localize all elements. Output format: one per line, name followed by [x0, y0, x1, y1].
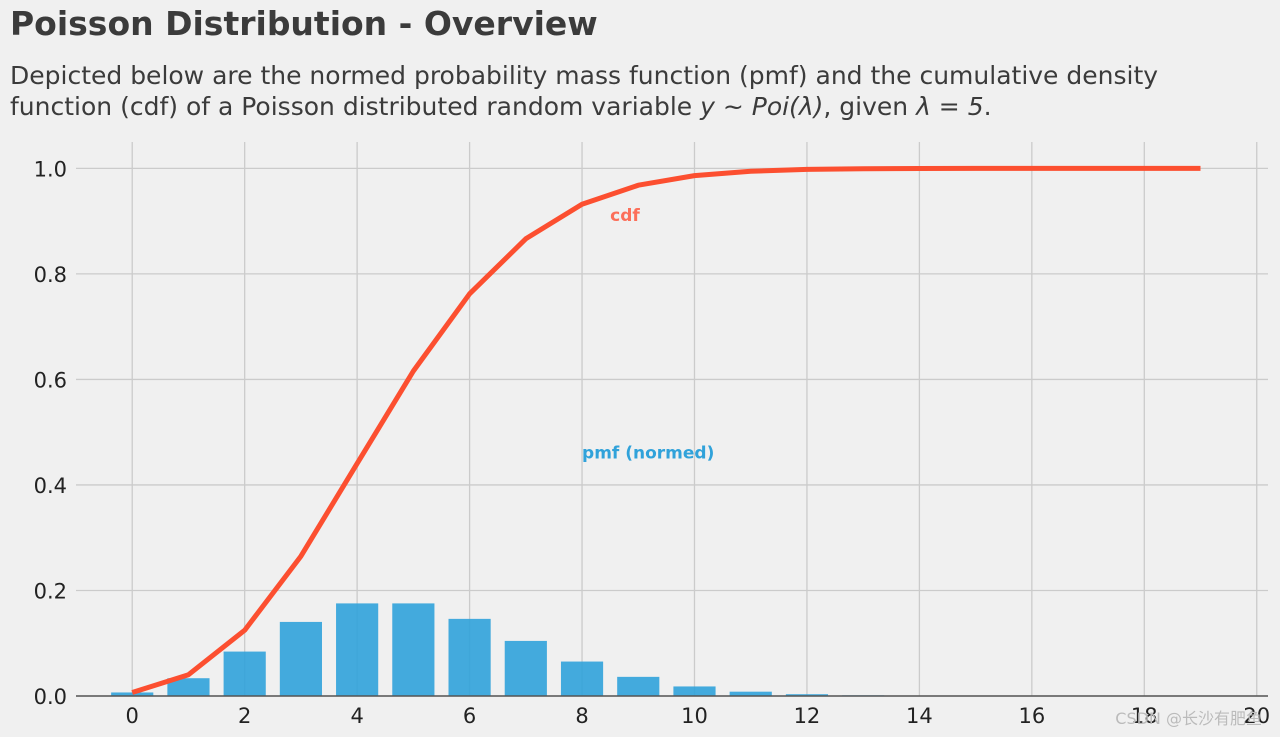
cdf-line-group	[131, 165, 1201, 695]
y-tick-label-1: 0.2	[34, 579, 67, 603]
watermark: CSDN @长沙有肥鱼	[1115, 709, 1262, 728]
y-tick-label-4: 0.8	[34, 263, 67, 287]
subtitle: Depicted below are the normed probabilit…	[10, 60, 1260, 122]
cdf-annotation: cdf	[610, 206, 640, 226]
x-tick-label-8: 16	[1018, 704, 1045, 728]
pmf-bar-11	[729, 691, 772, 696]
pmf-bar-9	[617, 676, 660, 696]
y-tick-label-3: 0.6	[34, 368, 67, 392]
pmf-annotation: pmf (normed)	[582, 444, 714, 464]
y-tick-label-2: 0.4	[34, 474, 67, 498]
subtitle-line-2-mid: , given	[823, 92, 917, 121]
pmf-bar-4	[336, 603, 379, 696]
x-tick-label-3: 6	[463, 704, 476, 728]
x-tick-label-2: 4	[350, 704, 363, 728]
pmf-bar-7	[504, 640, 547, 696]
pmf-bar-10	[673, 686, 716, 696]
y-tick-label-5: 1.0	[34, 157, 67, 181]
pmf-bar-6	[448, 618, 491, 696]
pmf-bar-3	[279, 621, 322, 696]
x-tick-label-0: 0	[126, 704, 139, 728]
pmf-bar-5	[392, 603, 435, 696]
y-tick-label-0: 0.0	[34, 685, 67, 709]
x-tick-label-9: 18	[1131, 704, 1158, 728]
tick-labels: 0 2 4 6 8 10 12 14 16 18 20 0.0 0.2 0.4 0.6 0.8 1.0	[34, 157, 1271, 728]
pmf-bar-12	[785, 694, 829, 696]
cdf-line	[131, 165, 1201, 695]
subtitle-math-lambda: λ = 5	[916, 92, 984, 121]
x-tick-label-1: 2	[238, 704, 251, 728]
subtitle-line-2: function (cdf) of a Poisson distributed …	[10, 91, 1260, 122]
pmf-bar-2	[223, 651, 266, 696]
pmf-bar-8	[560, 661, 604, 696]
x-tick-label-6: 12	[794, 704, 821, 728]
x-tick-label-7: 14	[906, 704, 933, 728]
x-tick-label-4: 8	[575, 704, 588, 728]
subtitle-line-2-prefix: function (cdf) of a Poisson distributed …	[10, 92, 701, 121]
page-title: Poisson Distribution - Overview	[10, 4, 598, 43]
subtitle-line-1: Depicted below are the normed probabilit…	[10, 61, 1159, 90]
subtitle-line-2-suffix: .	[983, 92, 992, 121]
x-tick-label-5: 10	[681, 704, 708, 728]
pmf-bar-0	[111, 692, 154, 696]
pmf-bar-1	[167, 678, 210, 696]
pmf-bars	[111, 603, 997, 696]
annotations: cdf pmf (normed)	[582, 206, 714, 463]
x-tick-label-10: 20	[1243, 704, 1270, 728]
subtitle-math-distribution: y ~ Poi(λ)	[700, 92, 824, 121]
